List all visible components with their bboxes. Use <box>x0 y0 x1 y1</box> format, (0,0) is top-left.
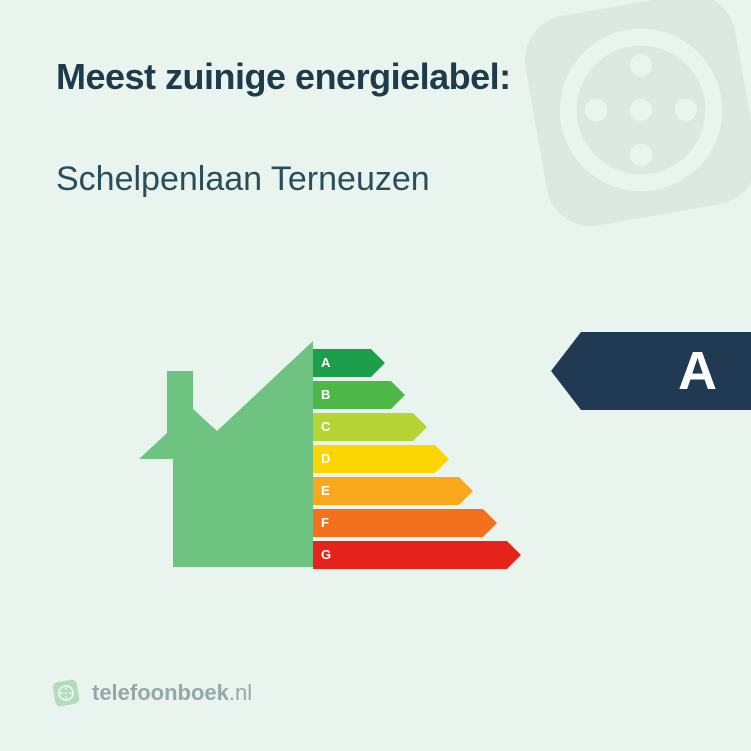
footer-brand-light: .nl <box>229 680 252 705</box>
selected-label-badge: A <box>551 332 751 410</box>
footer-text: telefoonboek.nl <box>92 680 252 706</box>
bar-shape <box>313 541 521 569</box>
bar-shape <box>313 509 497 537</box>
badge-shape <box>551 332 751 410</box>
house-icon <box>135 335 313 575</box>
page-subtitle: Schelpenlaan Terneuzen <box>56 160 430 199</box>
bar-letter: F <box>321 509 329 537</box>
bar-letter: D <box>321 445 330 473</box>
footer-brand-bold: telefoonboek <box>92 680 229 705</box>
page-title: Meest zuinige energielabel: <box>56 56 511 98</box>
badge-letter: A <box>678 332 717 410</box>
bar-letter: E <box>321 477 330 505</box>
footer-logo-icon <box>50 677 82 709</box>
bar-shape <box>313 445 449 473</box>
footer-brand: telefoonboek.nl <box>50 677 252 709</box>
bar-letter: B <box>321 381 330 409</box>
energy-label-chart: ABCDEFG <box>135 335 615 605</box>
bar-letter: C <box>321 413 330 441</box>
watermark-logo <box>501 0 751 250</box>
bar-letter: A <box>321 349 330 377</box>
bar-shape <box>313 477 473 505</box>
bar-letter: G <box>321 541 331 569</box>
